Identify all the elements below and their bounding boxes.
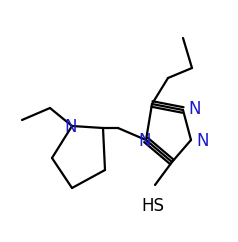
Text: N: N <box>196 132 208 150</box>
Text: N: N <box>139 132 151 150</box>
Text: HS: HS <box>142 197 164 215</box>
Text: N: N <box>188 100 200 118</box>
Text: N: N <box>65 118 77 136</box>
